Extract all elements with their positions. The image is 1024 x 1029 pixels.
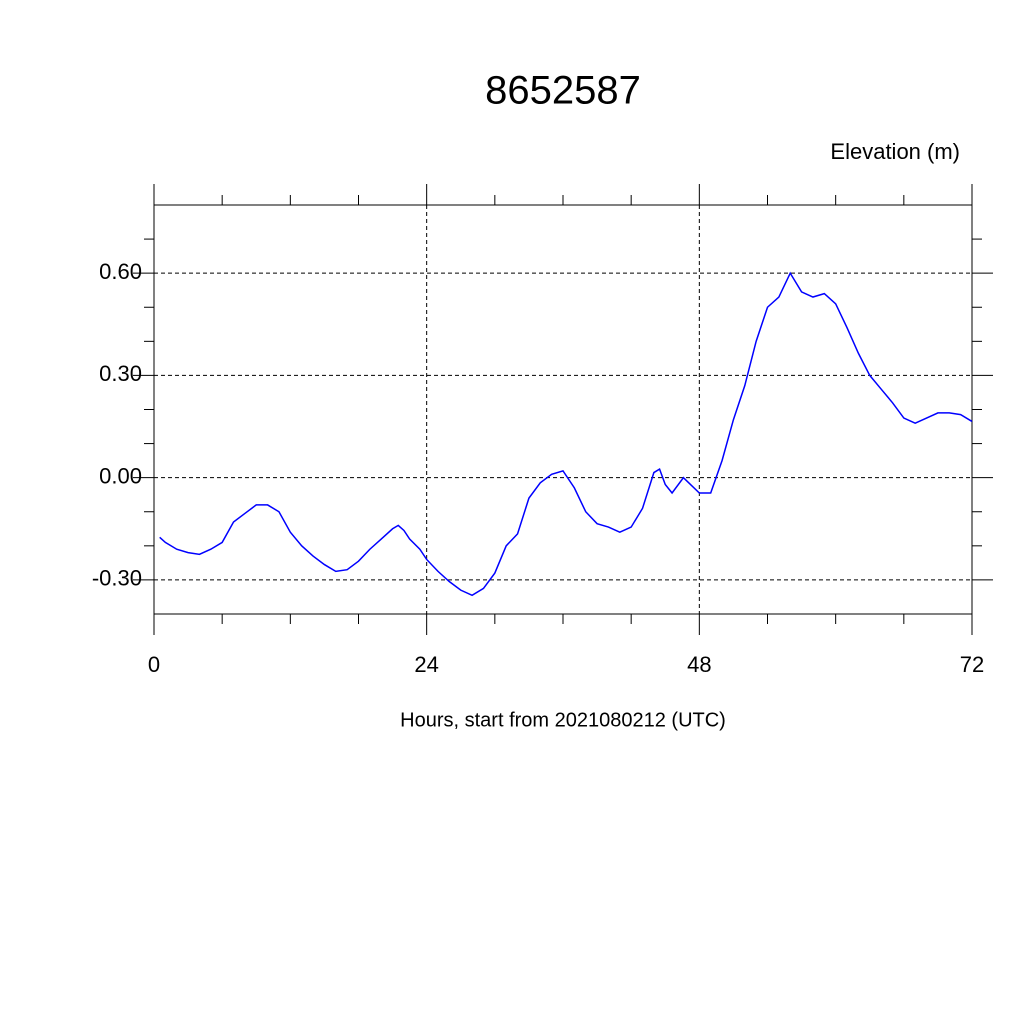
subtitle: Elevation (m) bbox=[830, 139, 960, 164]
chart-title: 8652587 bbox=[485, 69, 641, 113]
x-axis-label: Hours, start from 2021080212 (UTC) bbox=[400, 709, 726, 731]
y-tick-label: 0.60 bbox=[99, 259, 142, 284]
y-tick-label: -0.30 bbox=[92, 566, 142, 591]
data-line bbox=[159, 271, 973, 597]
y-tick-label: 0.30 bbox=[99, 361, 142, 386]
x-tick-label: 48 bbox=[687, 652, 711, 677]
x-tick-label: 0 bbox=[148, 652, 160, 677]
plot-frame bbox=[153, 204, 973, 615]
x-tick-label: 72 bbox=[960, 652, 984, 677]
x-tick-label: 24 bbox=[414, 652, 438, 677]
y-tick-label: 0.00 bbox=[99, 463, 142, 488]
